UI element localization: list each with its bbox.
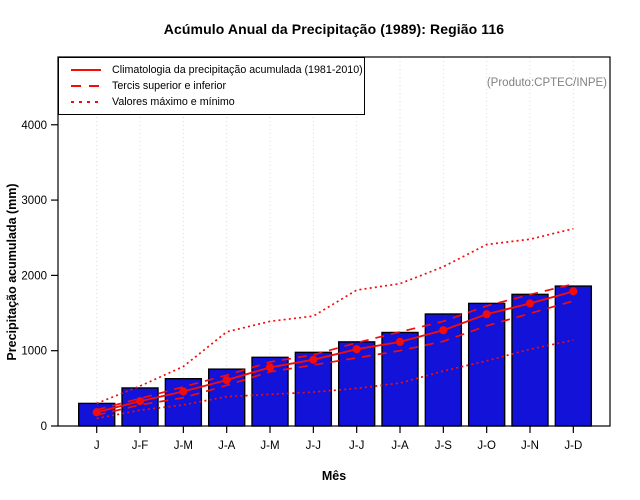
bar <box>467 302 506 427</box>
x-tick-label: J-A <box>391 440 409 452</box>
legend-item: Climatologia da precipitação acumulada (… <box>71 63 364 78</box>
x-tick-label: J-N <box>521 440 539 452</box>
bar <box>554 285 593 427</box>
series-line <box>96 339 574 420</box>
bar <box>337 341 376 427</box>
chart-title: Acúmulo Anual da Precipitação (1989): Re… <box>163 21 505 37</box>
data-point-marker <box>265 363 275 372</box>
y-tick-label: 4000 <box>21 120 47 132</box>
series-lines <box>92 227 578 420</box>
x-tick-label: J-D <box>564 440 582 452</box>
x-tick-label: J-S <box>435 440 453 452</box>
data-point-marker <box>525 299 535 308</box>
data-point-marker <box>439 326 448 335</box>
data-point-marker <box>482 310 491 319</box>
data-point-marker <box>222 375 231 385</box>
x-tick-label: J-M <box>174 440 193 452</box>
data-point-marker <box>179 387 188 396</box>
legend-line-sample-solid <box>71 69 101 71</box>
x-tick-label: J-O <box>477 440 496 452</box>
y-tick-label: 3000 <box>21 195 47 207</box>
series-line <box>96 283 574 411</box>
series-line <box>96 300 574 416</box>
legend-item: Tercis superior e inferior <box>71 79 364 94</box>
bar <box>121 387 159 427</box>
x-tick-label: J-J <box>306 440 321 452</box>
x-tick-label: J-J <box>349 440 364 452</box>
x-tick-label: J-A <box>218 440 236 452</box>
y-axis-title: Precipitação acumulada (mm) <box>5 183 19 360</box>
data-point-marker <box>135 397 145 406</box>
legend-item-label: Valores máximo e mínimo <box>112 96 235 108</box>
x-tick-label: J <box>94 440 100 452</box>
x-axis-title: Mês <box>321 469 347 483</box>
series-line <box>96 290 574 414</box>
legend-item-label: Tercis superior e inferior <box>112 80 227 92</box>
data-point-marker <box>569 287 578 296</box>
bar <box>511 293 549 427</box>
x-tick-label: J-M <box>260 440 279 452</box>
product-credit-label: (Produto:CPTEC/INPE) <box>486 77 607 89</box>
legend: Climatologia da precipitação acumulada (… <box>58 57 365 115</box>
y-tick-label: 0 <box>41 421 47 433</box>
bar <box>294 351 333 427</box>
y-tick-label: 1000 <box>21 346 47 358</box>
legend-line-sample-dashed <box>71 85 101 87</box>
data-point-marker <box>352 345 361 354</box>
legend-line-sample-dotted <box>71 101 101 103</box>
x-tick-label: J-F <box>132 440 149 452</box>
gridlines <box>96 57 574 426</box>
data-point-marker <box>309 355 318 364</box>
legend-item-label: Climatologia da precipitação acumulada (… <box>112 64 363 76</box>
legend-item: Valores máximo e mínimo <box>71 95 364 110</box>
y-tick-label: 2000 <box>21 270 47 282</box>
data-point-marker <box>395 337 405 346</box>
